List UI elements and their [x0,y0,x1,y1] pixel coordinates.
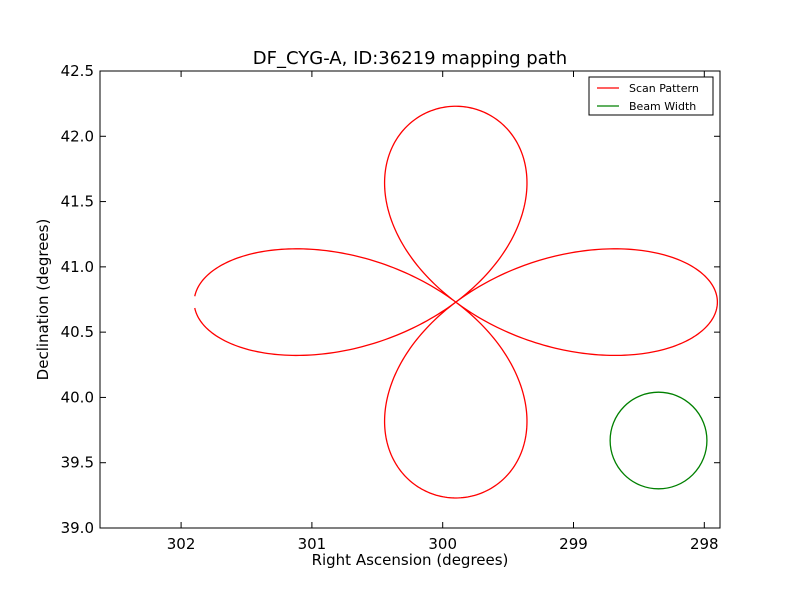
x-tick-label: 301 [298,535,327,553]
scan-pattern-line [194,105,719,499]
y-tick-label: 42.0 [61,127,94,145]
y-tick-label: 39.0 [61,519,94,537]
y-tick-label: 40.5 [61,323,94,341]
legend-label: Scan Pattern [629,82,699,95]
y-tick-label: 41.5 [61,193,94,211]
y-tick-label: 42.5 [61,62,94,80]
y-tick-label: 41.0 [61,258,94,276]
x-tick-label: 302 [167,535,196,553]
x-tick-label: 300 [428,535,457,553]
y-tick-label: 39.5 [61,454,94,472]
plot-frame [99,70,721,529]
legend-box [588,76,714,116]
axis-ticks: 302 301 300 299 298 39.0 39.5 40.0 40.5 41.0 41.5 4… [61,62,720,553]
legend-label: Beam Width [629,100,696,113]
beam-width-circle [609,391,708,490]
chart-title: DF_CYG-A, ID:36219 mapping path [253,48,567,69]
x-tick-label: 298 [690,535,719,553]
x-axis-label: Right Ascension (degrees) [312,551,509,569]
legend: Scan Pattern Beam Width [588,76,714,116]
plot-area [194,105,719,499]
y-tick-label: 40.0 [61,388,94,406]
x-tick-label: 299 [559,535,588,553]
y-axis-label: Declination (degrees) [34,219,52,381]
